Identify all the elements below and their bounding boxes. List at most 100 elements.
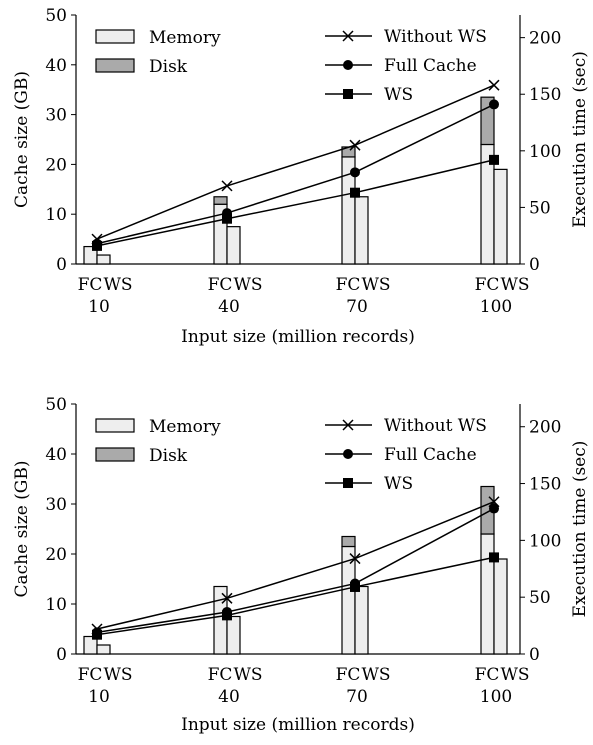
right-tick-label: 100	[529, 531, 561, 551]
left-tick-label: 10	[45, 595, 67, 615]
bar-ws-memory	[96, 644, 111, 655]
chart-panel-1: 0 10 20 30 40 50 0 50 100 150 200 Cache size (GB) Ex…	[12, 6, 590, 347]
legend-label-disk: Disk	[149, 446, 188, 466]
marker-circle-point	[489, 503, 499, 514]
marker-square-point	[92, 240, 102, 251]
bar-ws-memory	[226, 615, 241, 655]
legend-label-memory: Memory	[149, 417, 221, 437]
bar-label-ws: WS	[233, 275, 262, 295]
left-tick-label: 10	[45, 205, 67, 225]
legend-label-line: Full Cache	[384, 56, 477, 76]
marker-square-point	[350, 581, 360, 592]
bar-label-fc: FC	[336, 275, 361, 295]
bar-label-ws: WS	[500, 665, 529, 685]
marker-x-point	[221, 180, 233, 192]
legend-marker-square	[343, 89, 353, 99]
legend-swatch-memory	[95, 29, 135, 44]
bar-fc-disk	[341, 535, 356, 548]
legend-label-disk: Disk	[149, 57, 188, 77]
legend-marker-x	[342, 30, 354, 42]
legend-swatch-disk	[95, 447, 135, 462]
marker-circle-point	[350, 167, 360, 178]
right-tick-label: 0	[529, 255, 540, 275]
chart-panel-2: 0 10 20 30 40 50 0 50 100 150 200 Cache size (GB) Ex…	[12, 395, 590, 735]
series-line-without-ws	[96, 84, 495, 240]
bar-label-fc: FC	[78, 665, 103, 685]
marker-x-stroke	[221, 592, 233, 604]
bar-ws-memory	[354, 585, 369, 655]
group-label: 40	[218, 687, 240, 707]
group-label: 70	[346, 687, 368, 707]
bar-ws-memory	[493, 168, 508, 265]
bar-fc-memory	[480, 533, 495, 655]
bar-label-fc: FC	[78, 275, 103, 295]
marker-x-stroke	[488, 79, 500, 91]
right-tick-label: 0	[529, 645, 540, 665]
marker-square-point	[489, 552, 499, 563]
left-tick-label: 0	[56, 255, 67, 275]
y-axis-right-title: Execution time (sec)	[570, 51, 590, 228]
right-tick-label: 200	[529, 29, 561, 49]
bar-label-ws: WS	[361, 665, 390, 685]
bar-label-fc: FC	[475, 665, 500, 685]
x-axis-title: Input size (million records)	[181, 715, 415, 735]
bar-ws-memory	[493, 558, 508, 655]
bar-label-ws: WS	[103, 275, 132, 295]
series-line-full-cache	[96, 507, 495, 634]
left-tick-label: 50	[45, 6, 67, 26]
legend-label-line: Full Cache	[384, 445, 477, 465]
right-tick-label: 150	[529, 85, 561, 105]
group-label: 100	[480, 297, 512, 317]
legend-label-line: Without WS	[384, 416, 487, 436]
series-line-without-ws	[96, 501, 495, 630]
marker-square-point	[222, 213, 232, 224]
bar-ws-memory	[226, 226, 241, 265]
bar-label-fc: FC	[208, 275, 233, 295]
marker-x-stroke	[221, 180, 233, 192]
legend-label-line: WS	[384, 474, 413, 494]
legend-swatch-disk	[95, 58, 135, 73]
series-line-full-cache	[96, 103, 495, 245]
legend-swatch-memory	[95, 418, 135, 433]
left-tick-label: 40	[45, 445, 67, 465]
bar-label-ws: WS	[103, 665, 132, 685]
left-tick-label: 20	[45, 155, 67, 175]
legend-label-line: Without WS	[384, 27, 487, 47]
group-label: 40	[218, 297, 240, 317]
marker-x-point	[349, 139, 361, 151]
bar-label-fc: FC	[475, 275, 500, 295]
legend-label-memory: Memory	[149, 28, 221, 48]
group-label: 100	[480, 687, 512, 707]
bar-label-fc: FC	[336, 665, 361, 685]
bar-label-ws: WS	[500, 275, 529, 295]
marker-x-stroke	[349, 139, 361, 151]
right-tick-label: 50	[529, 588, 551, 608]
left-tick-label: 0	[56, 645, 67, 665]
y-axis-left-title: Cache size (GB)	[12, 71, 32, 208]
marker-x-stroke	[349, 553, 361, 565]
left-tick-label: 30	[45, 106, 67, 126]
legend-marker-x	[342, 419, 354, 431]
x-axis-title: Input size (million records)	[181, 327, 415, 347]
legend-marker-square	[343, 478, 353, 488]
marker-square-point	[489, 154, 499, 165]
group-label: 70	[346, 297, 368, 317]
right-tick-label: 100	[529, 142, 561, 162]
bar-fc-disk	[213, 196, 228, 205]
series-line-ws	[96, 159, 495, 247]
y-axis-left-title: Cache size (GB)	[12, 461, 32, 598]
left-tick-label: 40	[45, 56, 67, 76]
legend-marker-circle	[343, 449, 353, 459]
marker-circle-point	[489, 99, 499, 110]
bar-ws-memory	[354, 196, 369, 265]
group-label: 10	[88, 687, 110, 707]
bar-ws-memory	[96, 254, 111, 265]
bar-label-ws: WS	[233, 665, 262, 685]
marker-square-point	[92, 629, 102, 640]
right-tick-label: 50	[529, 198, 551, 218]
left-tick-label: 30	[45, 495, 67, 515]
right-tick-label: 200	[529, 418, 561, 438]
legend-marker-circle	[343, 60, 353, 70]
